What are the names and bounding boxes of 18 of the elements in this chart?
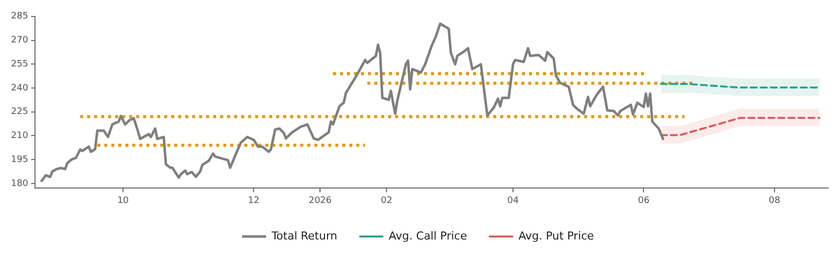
x-tick-label: 10	[117, 196, 130, 206]
legend-label: Avg. Put Price	[518, 229, 594, 242]
legend-label: Total Return	[270, 229, 338, 242]
y-tick-label: 285	[10, 12, 28, 22]
x-tick-label: 02	[380, 196, 392, 206]
y-tick-label: 225	[10, 107, 28, 118]
x-tick-label: 06	[638, 196, 650, 206]
y-tick-label: 195	[10, 154, 28, 165]
y-tick-label: 255	[10, 59, 28, 70]
x-tick-label: 12	[248, 196, 260, 206]
x-tick-label: 04	[507, 196, 520, 206]
y-tick-label: 180	[10, 178, 28, 189]
x-tick-label: 08	[768, 196, 780, 206]
x-tick-label: 2026	[308, 196, 332, 206]
y-tick-label: 270	[10, 36, 28, 46]
y-tick-label: 240	[10, 83, 28, 94]
y-tick-label: 210	[10, 131, 28, 142]
legend-label: Avg. Call Price	[388, 229, 468, 242]
